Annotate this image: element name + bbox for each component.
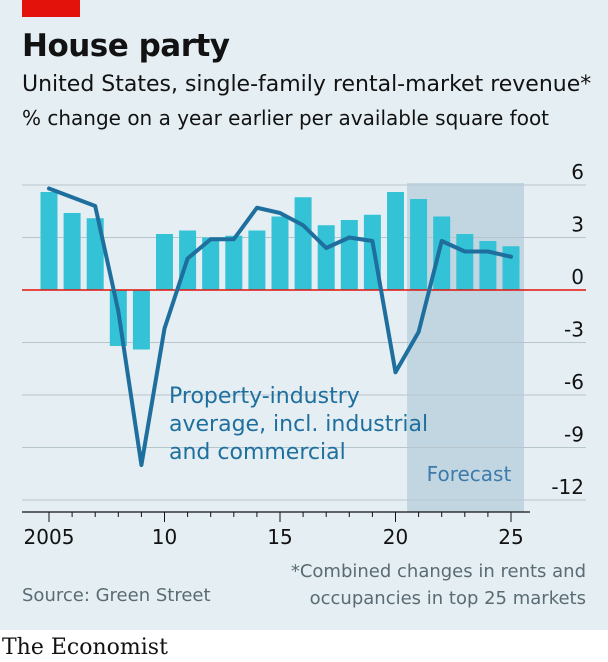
x-tick-label-3: 20 <box>383 525 408 549</box>
bar-2016 <box>294 197 312 290</box>
y-tick-label-1: 3 <box>571 213 584 237</box>
footnote: *Combined changes in rents and occupanci… <box>291 558 586 612</box>
svg-text:average, incl. industrial: average, incl. industrial <box>169 412 428 437</box>
bar-series <box>40 192 520 350</box>
bar-2005 <box>40 192 58 290</box>
bar-2020 <box>387 192 404 290</box>
gridlines <box>22 184 586 501</box>
x-tick-label-4: 25 <box>498 525 523 549</box>
bar-2025 <box>502 246 520 290</box>
line-series-label: Property-industry average, incl. industr… <box>169 384 428 465</box>
economist-logo-text: The Economist <box>2 635 168 660</box>
brand-red-tag <box>22 0 80 17</box>
line-label-2b: incl. industrial <box>266 412 428 437</box>
x-tick-label-2: 15 <box>267 525 292 549</box>
y-axis-labels: 6 3 0 -3 -6 -9 -12 <box>551 160 584 499</box>
bar-2024 <box>479 241 497 290</box>
footnote-line-2: occupancies in top 25 markets <box>309 588 586 609</box>
bar-2006 <box>63 213 81 290</box>
chart-svg: 2005 10 15 20 25 6 3 0 -3 -6 -9 -12 Forecast Prope… <box>22 160 586 549</box>
chart-subtitle: United States, single-family rental-mark… <box>22 72 592 97</box>
bar-2022 <box>433 216 451 290</box>
bar-2010 <box>156 234 173 290</box>
bar-2014 <box>248 230 266 290</box>
y-tick-label-3: -3 <box>564 318 584 342</box>
source-note: Source: Green Street <box>22 585 211 606</box>
y-tick-label-5: -9 <box>564 423 584 447</box>
line-label-2a: average, <box>169 412 266 437</box>
line-series <box>47 186 513 467</box>
bar-2013 <box>225 235 243 290</box>
bar-2021 <box>410 199 428 290</box>
bar-2023 <box>456 234 474 290</box>
y-tick-label-0: 6 <box>571 160 584 184</box>
forecast-label: Forecast <box>427 462 512 486</box>
bar-2009 <box>132 290 150 350</box>
x-tick-label-0: 2005 <box>24 525 75 549</box>
bar-2007 <box>86 218 104 290</box>
footnote-line-1: *Combined changes in rents and <box>290 561 586 582</box>
chart-unit: % change on a year earlier per available… <box>22 106 550 130</box>
y-tick-label-6: -12 <box>551 475 584 499</box>
y-tick-label-4: -6 <box>564 370 584 394</box>
x-axis-ticks: 2005 10 15 20 25 <box>24 512 524 549</box>
x-tick-label-1: 10 <box>152 525 177 549</box>
line-label-3: and commercial <box>169 440 346 465</box>
bar-2012 <box>202 237 220 290</box>
chart-title: House party <box>22 28 230 64</box>
line-label-1: Property-industry <box>169 384 360 409</box>
bar-2015 <box>271 216 289 290</box>
bar-2018 <box>340 220 358 290</box>
y-tick-label-2: 0 <box>571 265 584 289</box>
bar-2017 <box>317 225 335 290</box>
